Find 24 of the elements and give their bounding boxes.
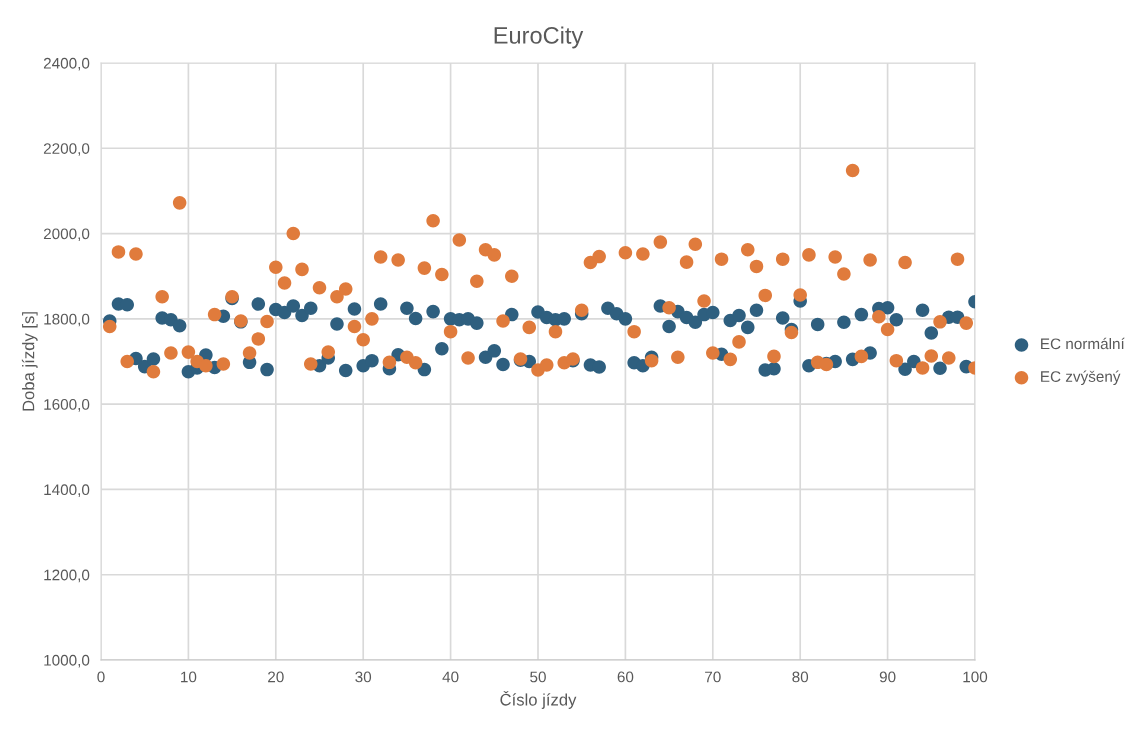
y-tick-label: 1000,0 [44,654,90,668]
y-tick-label: 1600,0 [44,399,90,412]
legend-label: EC zvýšený [1041,370,1121,385]
y-tick-label: 2200,0 [43,143,90,156]
chart-title: EuroCity [494,26,584,49]
x-tick-label: 60 [617,671,634,683]
x-tick-label: 0 [97,671,105,683]
y-axis-title: Doba jízdy [s] [21,312,38,411]
y-tick-label: 1400,0 [44,484,90,497]
y-tick-label: 2000,0 [43,228,90,242]
y-tick-label: 2400,0 [43,57,90,71]
x-tick-label: 30 [355,671,372,683]
x-tick-label: 10 [181,671,197,683]
legend-label: EC normální [1041,337,1125,350]
x-axis-title: Číslo jízdy [500,690,577,709]
x-tick-label: 40 [442,671,459,683]
y-tick-label: 1800,0 [44,313,90,327]
x-tick-label: 90 [879,671,896,683]
x-tick-label: 80 [792,671,809,683]
y-tick-label: 1200,0 [44,569,90,583]
x-tick-label: 50 [530,671,546,683]
x-tick-label: 20 [268,671,284,683]
x-tick-label: 100 [963,671,988,683]
x-tick-label: 70 [705,671,721,683]
